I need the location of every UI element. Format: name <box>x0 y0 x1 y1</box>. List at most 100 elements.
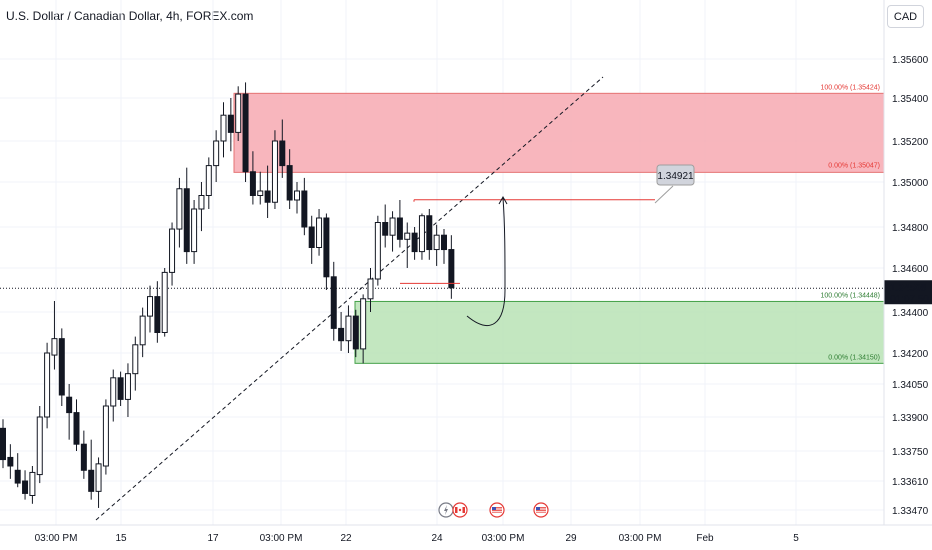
price-tick-label: 1.35000 <box>892 178 929 189</box>
candle <box>433 234 440 251</box>
zone-level-label: 100.00% (1.34448) <box>820 292 880 299</box>
candle <box>367 278 374 300</box>
price-tick-label: 1.33750 <box>892 447 929 458</box>
zone-level-label: 100.00% (1.35424) <box>820 84 880 91</box>
candle <box>411 232 418 253</box>
price-tick-label: 1.34200 <box>892 349 929 360</box>
candle <box>132 344 139 375</box>
candle <box>345 315 352 342</box>
time-tick-label: 03:00 PM <box>482 533 525 544</box>
candle <box>205 165 212 197</box>
candle <box>404 232 411 240</box>
candle <box>389 217 396 236</box>
candle <box>161 271 168 333</box>
candle <box>66 396 73 414</box>
chart-title: U.S. Dollar / Canadian Dollar, 4h, FOREX… <box>6 9 254 23</box>
candle <box>352 315 359 350</box>
candle <box>294 190 300 201</box>
candle <box>286 165 293 201</box>
price-tick-label: 1.35200 <box>892 137 929 148</box>
time-tick-label: 22 <box>340 533 352 544</box>
price-tick-label: 1.35600 <box>892 55 929 66</box>
time-tick-label: 15 <box>115 533 127 544</box>
trendline[interactable] <box>95 76 604 521</box>
candle <box>7 456 14 467</box>
price-tick-label: 1.35400 <box>892 94 929 105</box>
countdown-label: 01:07:50 <box>890 294 929 305</box>
price-callout[interactable] <box>656 164 695 186</box>
candle <box>257 190 264 196</box>
candle <box>102 405 109 467</box>
candle <box>220 114 227 142</box>
candle <box>227 114 234 133</box>
candle <box>14 469 21 484</box>
candle <box>271 140 278 203</box>
price-tick-label: 1.33610 <box>892 477 929 488</box>
candle <box>169 228 176 273</box>
canada-flag-icon[interactable] <box>452 502 468 518</box>
currency-button[interactable]: CAD <box>887 5 924 28</box>
candle <box>418 215 425 253</box>
time-tick-label: 03:00 PM <box>260 533 303 544</box>
candle <box>396 217 403 240</box>
price-tick-label: 1.34600 <box>892 264 929 275</box>
candle <box>308 226 315 248</box>
candle <box>147 296 153 317</box>
candle <box>139 315 146 346</box>
candle <box>198 195 205 210</box>
price-tick-label: 1.33900 <box>892 413 929 424</box>
candle <box>338 327 345 342</box>
current-price-label: 1.34508 <box>890 283 927 294</box>
candle <box>301 190 308 228</box>
candle <box>360 298 367 350</box>
time-tick-label: 24 <box>431 533 443 544</box>
candle <box>154 296 161 334</box>
candle <box>316 217 323 248</box>
candle <box>44 352 51 418</box>
candle <box>80 443 87 471</box>
arrow-head <box>498 195 508 205</box>
candle <box>235 93 242 133</box>
price-tick-label: 1.33470 <box>892 506 929 517</box>
candle <box>330 276 337 329</box>
zone-level-label: 0.00% (1.35047) <box>828 162 880 169</box>
zone-level-label: 0.00% (1.34150) <box>828 354 880 361</box>
candle <box>242 93 249 173</box>
candle <box>0 427 6 461</box>
candle <box>249 171 256 196</box>
candle <box>22 480 29 494</box>
candle <box>183 188 190 253</box>
supply-zone[interactable] <box>233 92 885 173</box>
candle <box>213 140 220 167</box>
callout-connector <box>654 185 674 204</box>
candle <box>176 188 183 230</box>
time-tick-label: 17 <box>207 533 219 544</box>
time-tick-label: 5 <box>793 533 799 544</box>
candle <box>279 140 286 167</box>
us-flag-icon[interactable] <box>489 502 505 518</box>
projection-arrow[interactable] <box>466 197 506 326</box>
candle <box>51 338 58 356</box>
candle <box>117 377 124 400</box>
candle <box>323 217 330 278</box>
price-tick-label: 1.34800 <box>892 223 929 234</box>
candle <box>88 469 95 492</box>
time-tick-label: 03:00 PM <box>619 533 662 544</box>
candle <box>191 208 198 253</box>
candle <box>58 338 65 396</box>
lightning-icon[interactable] <box>438 502 454 518</box>
time-tick-label: 03:00 PM <box>35 533 78 544</box>
candle <box>426 215 433 251</box>
time-tick-label: 29 <box>565 533 577 544</box>
candle <box>110 377 117 407</box>
current-price-badge <box>884 280 932 305</box>
candle <box>124 373 131 400</box>
demand-zone[interactable] <box>354 300 885 364</box>
candle <box>441 234 447 251</box>
time-tick-label: Feb <box>696 533 714 544</box>
candle <box>29 471 36 496</box>
candle <box>374 222 381 280</box>
us-flag-icon[interactable] <box>533 502 549 518</box>
